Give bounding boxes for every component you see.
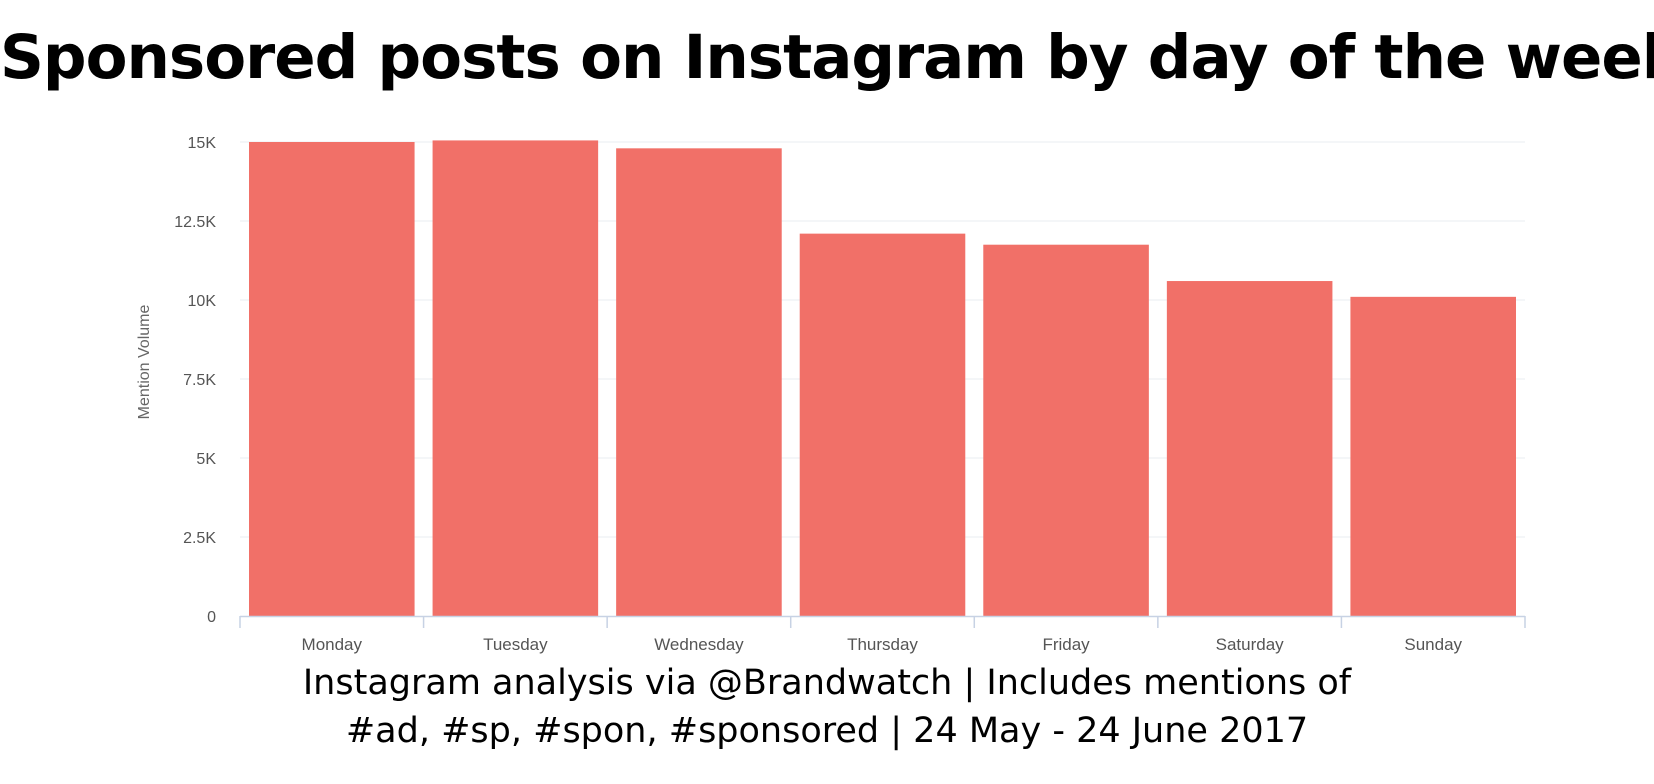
x-category-label: Thursday (847, 635, 918, 654)
x-category-label: Sunday (1404, 635, 1462, 654)
x-axis-categories: Monday Tuesday Wednesday Thursday Friday Satu… (302, 635, 1463, 654)
y-axis-label: Mention Volume (136, 305, 153, 420)
x-category-label: Saturday (1216, 635, 1285, 654)
bar-monday (249, 142, 415, 616)
bar-saturday (1166, 281, 1333, 616)
bar-wednesday (616, 148, 782, 616)
y-tick-label: 2.5K (183, 530, 216, 547)
bars (249, 140, 1516, 617)
x-category-label: Tuesday (483, 635, 548, 654)
bar-thursday (799, 233, 966, 616)
x-category-label: Wednesday (654, 635, 744, 654)
y-tick-label: 0 (207, 609, 216, 626)
bar-friday (983, 244, 1149, 616)
chart-title: Sponsored posts on Instagram by day of t… (0, 22, 1654, 93)
caption-line-1: Instagram analysis via @Brandwatch | Inc… (302, 663, 1352, 703)
caption-line-2: #ad, #sp, #spon, #sponsored | 24 May - 2… (345, 711, 1309, 751)
y-tick-label: 10K (188, 293, 217, 310)
x-category-label: Friday (1042, 635, 1090, 654)
bar-sunday (1350, 296, 1516, 616)
y-tick-label: 5K (196, 451, 216, 468)
y-tick-label: 15K (188, 135, 217, 152)
x-axis (239, 615, 1526, 628)
x-category-label: Monday (302, 635, 363, 654)
y-tick-label: 12.5K (174, 214, 216, 231)
bar-tuesday (432, 140, 599, 617)
y-axis-ticks: 0 2.5K 5K 7.5K 10K 12.5K 15K (174, 135, 216, 626)
y-tick-label: 7.5K (183, 372, 216, 389)
